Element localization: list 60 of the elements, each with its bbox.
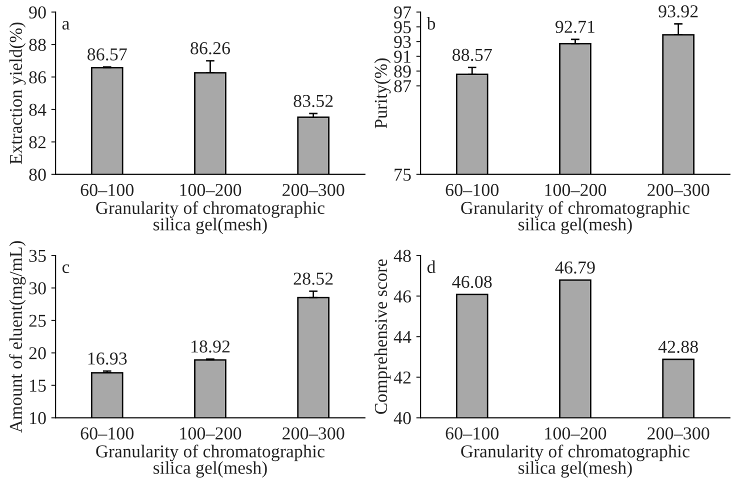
y-tick-label: 40 bbox=[394, 412, 411, 424]
y-tick-label: 44 bbox=[394, 331, 412, 343]
x-tick-label: 60–100 bbox=[446, 427, 499, 440]
data-label: 93.92 bbox=[658, 5, 698, 18]
x-tick-label: 100–200 bbox=[545, 427, 606, 440]
data-label: 28.52 bbox=[294, 272, 333, 285]
x-tick-label: 60–100 bbox=[80, 184, 134, 196]
x-tick-label: 60–100 bbox=[80, 427, 134, 440]
y-tick-label: 91 bbox=[394, 50, 410, 63]
y-tick-label: 35 bbox=[29, 250, 46, 262]
x-axis-title: Granularity of chromatographic silica gel(mesh) bbox=[461, 444, 690, 478]
y-axis-title: Extraction yield(%) bbox=[9, 22, 26, 164]
annotation: c bbox=[62, 264, 70, 274]
y-tick-label: 15 bbox=[30, 380, 46, 392]
y-axis-title: Purity(%) bbox=[374, 58, 391, 128]
y-tick-label: 30 bbox=[29, 282, 46, 294]
x-axis-title: Granularity of chromatographic silica gel(mesh) bbox=[96, 444, 324, 478]
annotation: a bbox=[62, 21, 70, 30]
y-tick-label: 25 bbox=[29, 314, 46, 327]
x-axis-title: Granularity of chromatographic silica gel(mesh) bbox=[96, 201, 324, 234]
y-tick-label: 97 bbox=[394, 6, 412, 19]
y-tick-label: 90 bbox=[29, 6, 46, 19]
y-axis-title: Comprehensive score bbox=[374, 259, 391, 414]
x-tick-label: 100–200 bbox=[180, 427, 242, 440]
y-tick-label: 86 bbox=[29, 71, 46, 84]
data-label: 88.57 bbox=[452, 48, 492, 62]
data-label: 92.71 bbox=[555, 20, 594, 34]
data-label: 46.08 bbox=[452, 276, 492, 288]
x-tick-label: 200–300 bbox=[282, 427, 344, 440]
data-label: 86.26 bbox=[190, 42, 230, 54]
y-tick-label: 42 bbox=[394, 372, 411, 384]
data-label: 18.92 bbox=[192, 340, 230, 353]
y-tick-label: 89 bbox=[394, 65, 411, 78]
data-label: 46.79 bbox=[555, 261, 595, 274]
y-tick-label: 95 bbox=[394, 21, 411, 34]
x-tick-label: 200–300 bbox=[282, 184, 344, 196]
data-label: 16.93 bbox=[88, 352, 127, 365]
x-tick-label: 100–200 bbox=[180, 184, 242, 196]
y-tick-label: 88 bbox=[29, 38, 46, 51]
y-tick-label: 20 bbox=[29, 347, 46, 360]
x-tick-label: 200–300 bbox=[648, 184, 710, 196]
y-axis-title: Amount of eluent(mg/mL) bbox=[9, 241, 26, 433]
data-label: 42.88 bbox=[658, 340, 698, 354]
y-tick-label: 75 bbox=[394, 168, 411, 181]
y-tick-label: 84 bbox=[29, 104, 46, 116]
y-tick-label: 93 bbox=[394, 36, 411, 48]
y-tick-label: 80 bbox=[29, 168, 46, 181]
data-label: 86.57 bbox=[88, 48, 127, 61]
y-tick-label: 10 bbox=[30, 412, 46, 424]
x-axis-title: Granularity of chromatographic silica gel(mesh) bbox=[461, 201, 690, 234]
x-tick-label: 60–100 bbox=[446, 184, 499, 196]
data-label: 83.52 bbox=[294, 94, 333, 108]
annotation: b bbox=[426, 16, 436, 30]
y-tick-label: 82 bbox=[29, 136, 46, 148]
y-tick-label: 46 bbox=[394, 290, 411, 303]
x-tick-label: 200–300 bbox=[648, 427, 710, 440]
y-tick-label: 48 bbox=[394, 250, 411, 262]
x-tick-label: 100–200 bbox=[545, 184, 606, 196]
annotation: d bbox=[427, 260, 436, 274]
y-tick-label: 87 bbox=[394, 80, 412, 92]
